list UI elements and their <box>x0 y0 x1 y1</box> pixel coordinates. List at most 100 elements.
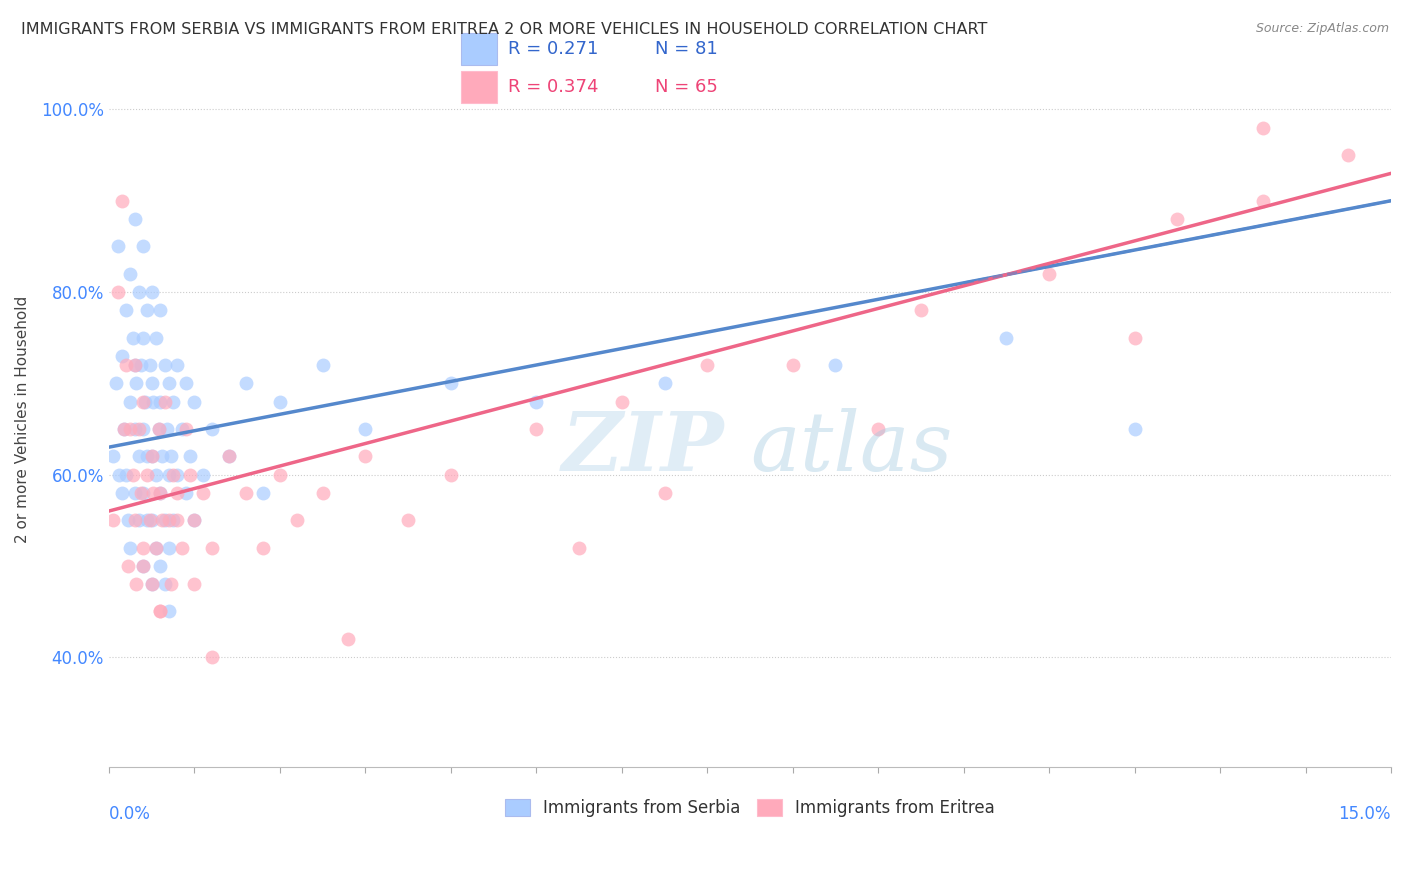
Point <box>162 467 184 482</box>
Point <box>174 422 197 436</box>
Point <box>150 450 173 464</box>
Point <box>141 285 163 299</box>
Legend: Immigrants from Serbia, Immigrants from Eritrea: Immigrants from Serbia, Immigrants from … <box>498 793 1002 824</box>
Point <box>285 513 308 527</box>
Text: 0.0%: 0.0% <box>110 805 150 823</box>
Point <box>252 541 274 555</box>
Point <box>132 558 155 573</box>
Point <box>166 485 188 500</box>
Point <box>103 450 125 464</box>
Point <box>218 450 240 464</box>
Point <box>166 358 188 372</box>
Point <box>142 394 165 409</box>
Point <box>115 467 138 482</box>
Point <box>157 467 180 482</box>
Point <box>111 194 134 208</box>
Point <box>132 485 155 500</box>
Point <box>125 577 148 591</box>
Point <box>103 513 125 527</box>
Point <box>136 450 159 464</box>
Point <box>120 541 142 555</box>
Point <box>354 422 377 436</box>
Point <box>159 450 181 464</box>
Point <box>200 541 222 555</box>
Point <box>311 485 333 500</box>
Point <box>157 604 180 618</box>
Point <box>122 331 145 345</box>
Point <box>141 577 163 591</box>
Point <box>132 394 155 409</box>
Point <box>124 513 146 527</box>
Text: N = 65: N = 65 <box>655 78 717 96</box>
Point <box>131 485 153 500</box>
Y-axis label: 2 or more Vehicles in Household: 2 or more Vehicles in Household <box>15 296 30 543</box>
Point <box>111 349 134 363</box>
Point <box>124 485 146 500</box>
Point <box>104 376 127 391</box>
Point <box>124 422 146 436</box>
Point <box>122 467 145 482</box>
Point <box>128 450 150 464</box>
Point <box>868 422 890 436</box>
Point <box>125 376 148 391</box>
Point <box>112 422 135 436</box>
Point <box>610 394 633 409</box>
Text: Source: ZipAtlas.com: Source: ZipAtlas.com <box>1256 22 1389 36</box>
Point <box>568 541 591 555</box>
Point <box>132 558 155 573</box>
Point <box>136 467 159 482</box>
Point <box>1251 194 1274 208</box>
Point <box>148 422 170 436</box>
Point <box>120 267 142 281</box>
Point <box>141 450 163 464</box>
Point <box>108 467 131 482</box>
Point <box>136 303 159 318</box>
Point <box>107 285 129 299</box>
Point <box>115 358 138 372</box>
Point <box>396 513 419 527</box>
Point <box>524 394 547 409</box>
Text: R = 0.374: R = 0.374 <box>509 78 599 96</box>
Point <box>117 513 139 527</box>
Bar <box>461 33 498 65</box>
Point <box>524 422 547 436</box>
Point <box>149 604 172 618</box>
Point <box>153 513 176 527</box>
Point <box>145 331 167 345</box>
Point <box>235 485 257 500</box>
Point <box>311 358 333 372</box>
Text: ZIP: ZIP <box>562 408 724 488</box>
Point <box>128 285 150 299</box>
Point <box>170 541 193 555</box>
Point <box>149 558 172 573</box>
Point <box>134 394 156 409</box>
Point <box>269 467 291 482</box>
Point <box>162 513 184 527</box>
Point <box>157 513 180 527</box>
Point <box>141 577 163 591</box>
Point <box>1123 422 1146 436</box>
Point <box>1166 212 1188 227</box>
Point <box>654 376 676 391</box>
Point <box>132 422 155 436</box>
Bar <box>461 70 498 103</box>
Point <box>170 422 193 436</box>
Point <box>124 358 146 372</box>
Point <box>174 485 197 500</box>
Point <box>157 541 180 555</box>
Point <box>1123 331 1146 345</box>
Point <box>149 303 172 318</box>
Point <box>179 467 201 482</box>
Point <box>150 513 173 527</box>
Point <box>1251 120 1274 135</box>
Point <box>111 485 134 500</box>
Text: atlas: atlas <box>749 408 952 488</box>
Point <box>139 513 162 527</box>
Point <box>174 376 197 391</box>
Point <box>654 485 676 500</box>
Point <box>995 331 1018 345</box>
Point <box>354 450 377 464</box>
Point <box>132 541 155 555</box>
Point <box>115 303 138 318</box>
Text: IMMIGRANTS FROM SERBIA VS IMMIGRANTS FROM ERITREA 2 OR MORE VEHICLES IN HOUSEHOL: IMMIGRANTS FROM SERBIA VS IMMIGRANTS FRO… <box>21 22 987 37</box>
